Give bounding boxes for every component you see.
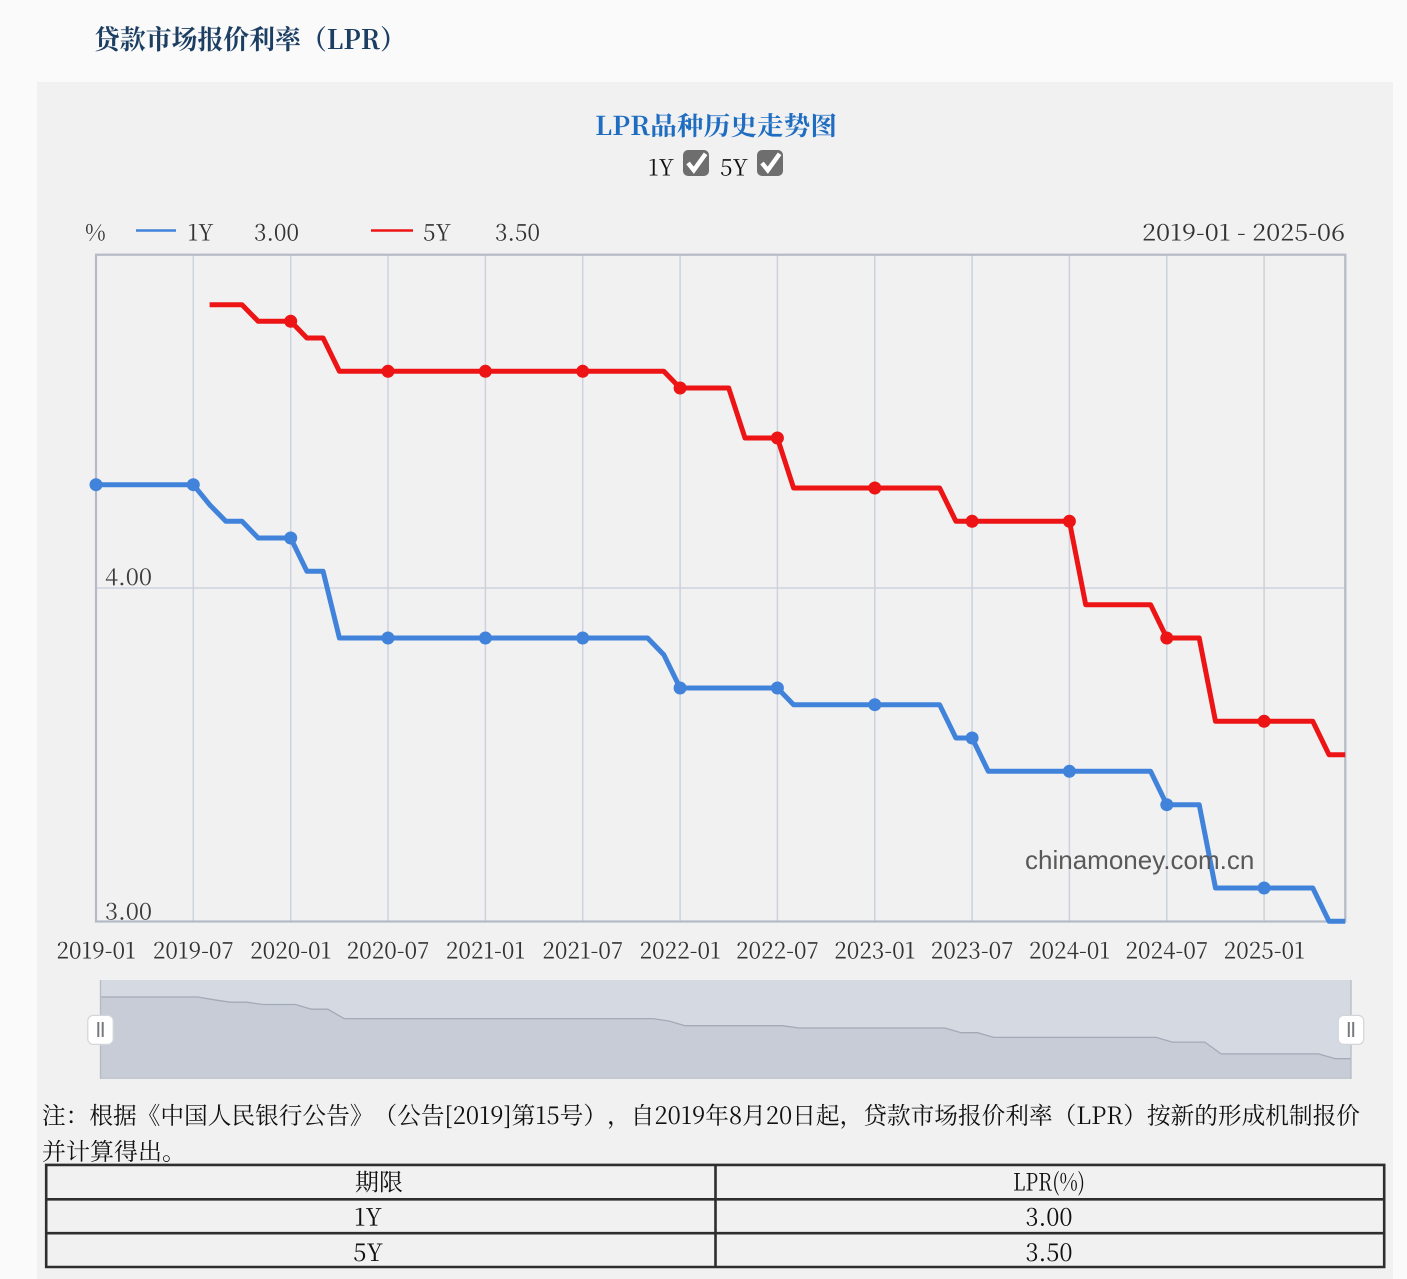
svg-text:chinamoney.com.cn: chinamoney.com.cn: [1025, 845, 1254, 875]
